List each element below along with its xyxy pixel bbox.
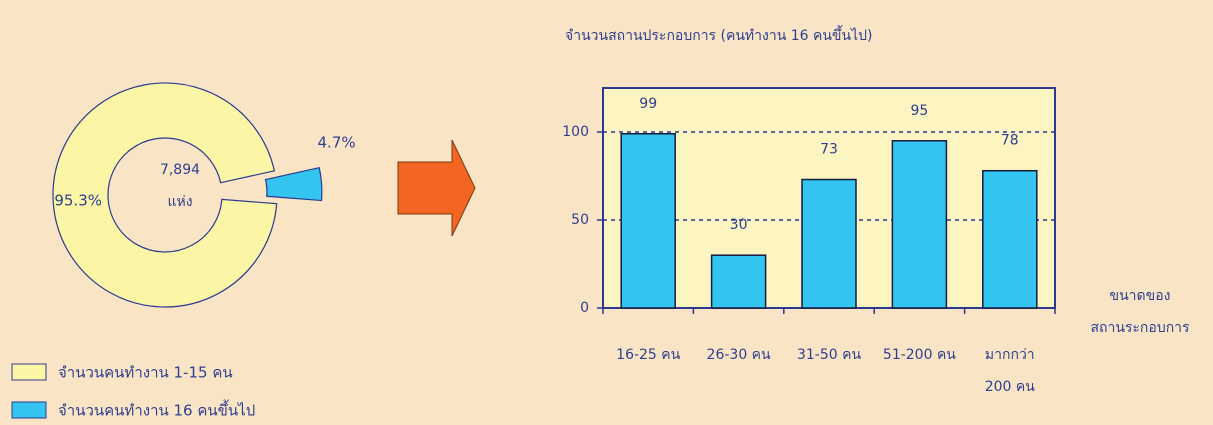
x-tick-label: 51-200 คน [883, 347, 956, 363]
x-tick-label: 16-25 คน [616, 347, 680, 363]
x-tick-label: 31-50 คน [797, 347, 861, 363]
center-label: แห่ง [167, 194, 192, 210]
legend-label: จำนวนคนทำงาน 1-15 คน [58, 364, 233, 382]
y-tick-label: 100 [562, 124, 589, 140]
bar-title: จำนวนสถานประกอบการ (คนทำงาน 16 คนขึ้นไป) [565, 25, 872, 44]
y-tick-label: 50 [571, 212, 589, 228]
x-tick-label: 26-30 คน [707, 347, 771, 363]
value-label: 95 [910, 103, 928, 119]
bar [982, 169, 1038, 309]
pie-slice [264, 166, 323, 202]
legend-label: จำนวนคนทำงาน 16 คนขึ้นไป [58, 400, 255, 420]
x-axis-label: ขนาดของสถานระกอบการ [1090, 288, 1190, 336]
bar [891, 140, 948, 309]
value-label: 78 [1001, 133, 1019, 149]
bar [620, 133, 676, 309]
slice-label: 4.7% [318, 133, 356, 151]
legend-swatch [11, 401, 47, 419]
slice-label: 95.3% [54, 192, 102, 210]
arrow [397, 139, 476, 237]
center-label: 7,894 [160, 162, 200, 178]
bar [801, 178, 857, 309]
value-label: 99 [639, 96, 657, 112]
pie-slice [52, 82, 278, 308]
y-tick-label: 0 [580, 300, 589, 316]
x-tick-label: มากกว่า 200 คน [985, 347, 1036, 395]
bar [710, 254, 767, 309]
value-label: 30 [730, 217, 748, 233]
legend-swatch [11, 363, 47, 381]
value-label: 73 [820, 142, 838, 158]
